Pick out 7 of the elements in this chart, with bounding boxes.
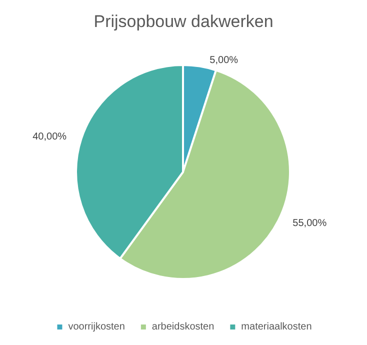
chart-title: Prijsopbouw dakwerken — [94, 12, 274, 31]
data-label: 5,00% — [210, 54, 238, 66]
data-label: 40,00% — [32, 132, 67, 143]
legend-label: arbeidskosten — [152, 322, 214, 332]
legend-label: voorrijkosten — [68, 322, 125, 332]
legend-label: materiaalkosten — [241, 322, 312, 332]
data-label: 55,00% — [292, 218, 327, 229]
